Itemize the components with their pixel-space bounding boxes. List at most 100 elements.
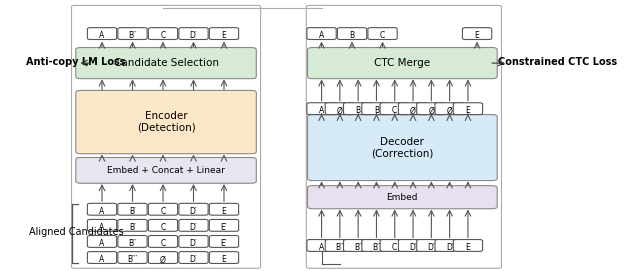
Text: A: A <box>99 255 105 264</box>
Text: E: E <box>465 243 470 252</box>
FancyBboxPatch shape <box>325 240 355 251</box>
FancyBboxPatch shape <box>344 240 372 251</box>
FancyBboxPatch shape <box>380 240 410 251</box>
Text: C: C <box>392 107 397 115</box>
Text: C: C <box>380 31 385 40</box>
Text: B: B <box>374 107 379 115</box>
Text: B: B <box>356 107 361 115</box>
FancyBboxPatch shape <box>148 220 178 231</box>
Text: B: B <box>349 31 355 40</box>
FancyBboxPatch shape <box>209 220 239 231</box>
Text: C: C <box>161 207 166 216</box>
FancyBboxPatch shape <box>325 103 355 115</box>
FancyBboxPatch shape <box>399 103 428 115</box>
FancyBboxPatch shape <box>179 235 208 247</box>
Text: E: E <box>221 207 227 216</box>
FancyBboxPatch shape <box>399 240 428 251</box>
Text: C: C <box>392 243 397 252</box>
FancyBboxPatch shape <box>209 251 239 263</box>
FancyBboxPatch shape <box>453 240 483 251</box>
Text: Embed + Concat + Linear: Embed + Concat + Linear <box>107 166 225 175</box>
Text: Ø: Ø <box>160 255 166 264</box>
Text: E: E <box>221 255 227 264</box>
Text: CTC Merge: CTC Merge <box>374 58 431 68</box>
Text: A: A <box>99 207 105 216</box>
Text: E′: E′ <box>221 223 227 232</box>
Text: Candidate Selection: Candidate Selection <box>113 58 218 68</box>
FancyBboxPatch shape <box>209 28 239 40</box>
Text: D′: D′ <box>189 207 197 216</box>
FancyBboxPatch shape <box>118 251 147 263</box>
FancyBboxPatch shape <box>148 251 178 263</box>
FancyBboxPatch shape <box>337 28 367 40</box>
FancyBboxPatch shape <box>463 28 492 40</box>
FancyBboxPatch shape <box>344 103 372 115</box>
Text: B′′: B′′ <box>354 243 362 252</box>
FancyBboxPatch shape <box>307 240 336 251</box>
Text: Ø: Ø <box>447 107 452 115</box>
Text: Decoder
(Correction): Decoder (Correction) <box>371 137 433 158</box>
FancyBboxPatch shape <box>435 103 464 115</box>
Text: Constrained CTC Loss: Constrained CTC Loss <box>499 57 618 67</box>
FancyBboxPatch shape <box>307 103 336 115</box>
FancyBboxPatch shape <box>148 203 178 215</box>
Text: E: E <box>475 31 479 40</box>
FancyBboxPatch shape <box>308 47 497 79</box>
FancyBboxPatch shape <box>308 115 497 180</box>
Text: Embed: Embed <box>387 193 418 202</box>
Text: C: C <box>161 239 166 248</box>
Text: B′: B′ <box>129 223 136 232</box>
Text: C: C <box>161 31 166 40</box>
FancyBboxPatch shape <box>417 103 446 115</box>
Text: D′: D′ <box>428 243 435 252</box>
Text: E′: E′ <box>221 239 227 248</box>
FancyBboxPatch shape <box>76 47 256 79</box>
FancyBboxPatch shape <box>88 28 116 40</box>
FancyBboxPatch shape <box>179 220 208 231</box>
Text: B′: B′ <box>129 207 136 216</box>
FancyBboxPatch shape <box>88 203 116 215</box>
FancyBboxPatch shape <box>148 28 178 40</box>
Text: C: C <box>161 223 166 232</box>
FancyBboxPatch shape <box>148 235 178 247</box>
FancyBboxPatch shape <box>118 235 147 247</box>
FancyBboxPatch shape <box>76 157 256 183</box>
FancyBboxPatch shape <box>179 203 208 215</box>
FancyBboxPatch shape <box>209 203 239 215</box>
Text: Ø: Ø <box>410 107 416 115</box>
Text: B′′: B′′ <box>128 31 137 40</box>
FancyBboxPatch shape <box>368 28 397 40</box>
FancyBboxPatch shape <box>362 103 391 115</box>
Text: E: E <box>221 31 227 40</box>
Text: E: E <box>465 107 470 115</box>
Text: Ø: Ø <box>428 107 435 115</box>
FancyBboxPatch shape <box>453 103 483 115</box>
Text: A: A <box>99 239 105 248</box>
Text: A: A <box>99 31 105 40</box>
FancyBboxPatch shape <box>179 28 208 40</box>
Text: Anti-copy LM Loss: Anti-copy LM Loss <box>26 57 125 67</box>
FancyBboxPatch shape <box>88 235 116 247</box>
FancyBboxPatch shape <box>118 28 147 40</box>
Text: B′′: B′′ <box>128 239 137 248</box>
Text: A: A <box>319 107 324 115</box>
FancyBboxPatch shape <box>308 186 497 209</box>
FancyBboxPatch shape <box>88 220 116 231</box>
FancyBboxPatch shape <box>118 220 147 231</box>
FancyBboxPatch shape <box>76 91 256 154</box>
Text: B′′: B′′ <box>335 243 344 252</box>
Text: B′′′: B′′′ <box>127 255 138 264</box>
FancyBboxPatch shape <box>209 235 239 247</box>
FancyBboxPatch shape <box>307 28 336 40</box>
FancyBboxPatch shape <box>435 240 464 251</box>
Text: D′: D′ <box>189 255 197 264</box>
Text: D′: D′ <box>446 243 454 252</box>
FancyBboxPatch shape <box>118 203 147 215</box>
Text: D′: D′ <box>189 239 197 248</box>
FancyBboxPatch shape <box>380 103 410 115</box>
FancyBboxPatch shape <box>88 251 116 263</box>
Text: D′: D′ <box>189 31 197 40</box>
FancyBboxPatch shape <box>179 251 208 263</box>
Text: B′′: B′′ <box>372 243 381 252</box>
Text: D′: D′ <box>409 243 417 252</box>
